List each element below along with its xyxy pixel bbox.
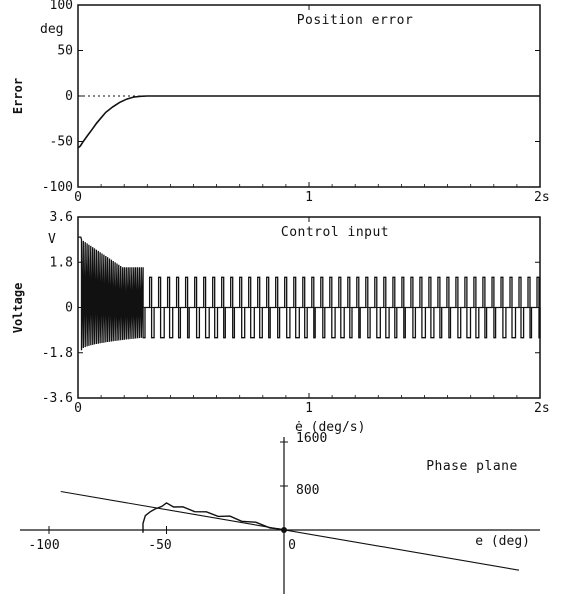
series-line xyxy=(77,95,540,149)
y-tick-label: -1.8 xyxy=(42,346,73,361)
y-axis-label: ė (deg/s) xyxy=(295,420,365,435)
y-tick-label: 1600 xyxy=(296,431,327,446)
y-unit-label: V xyxy=(48,232,56,247)
y-tick-label: 100 xyxy=(50,0,73,13)
panel-phase-plane: ė (deg/s) e (deg) Phase plane -100 -50 0… xyxy=(20,420,540,594)
panel-control-input: Control input Voltage V 3.61.80-1.8-3.60… xyxy=(11,210,550,416)
tick-group xyxy=(48,441,288,534)
y-axis-label: Error xyxy=(11,78,25,114)
y-tick-label: -50 xyxy=(50,135,73,150)
x-tick-label: 0 xyxy=(74,401,82,416)
y-tick-label: 1.8 xyxy=(50,255,73,270)
origin-point xyxy=(281,527,287,533)
y-tick-label: 800 xyxy=(296,483,319,498)
x-tick-label: 0 xyxy=(74,190,82,205)
x-tick-label: 0 xyxy=(288,538,296,553)
phase-trajectory xyxy=(142,502,285,533)
y-axis-label: Voltage xyxy=(11,283,25,334)
y-tick-label: 50 xyxy=(57,44,73,59)
x-tick-label: 2s xyxy=(534,401,550,416)
y-unit-label: deg xyxy=(40,22,63,37)
y-tick-label: -100 xyxy=(42,180,73,195)
x-tick-label: 1 xyxy=(305,401,313,416)
chart-title: Position error xyxy=(297,13,414,28)
sliding-line xyxy=(60,490,520,571)
y-tick-label: 3.6 xyxy=(50,210,73,225)
y-tick-label: 0 xyxy=(65,89,73,104)
y-tick-label: -3.6 xyxy=(42,391,73,406)
x-tick-label: 2s xyxy=(534,190,550,205)
x-axis-label: e (deg) xyxy=(475,534,530,549)
y-tick-label: 0 xyxy=(65,301,73,316)
chart-title: Phase plane xyxy=(426,459,518,474)
x-tick-label: -50 xyxy=(148,538,171,553)
tick-group: 3.61.80-1.8-3.60 1 2s xyxy=(42,210,550,416)
series-line xyxy=(78,236,541,351)
x-tick-label: -100 xyxy=(28,538,59,553)
chart-title: Control input xyxy=(281,225,389,240)
x-tick-label: 1 xyxy=(305,190,313,205)
